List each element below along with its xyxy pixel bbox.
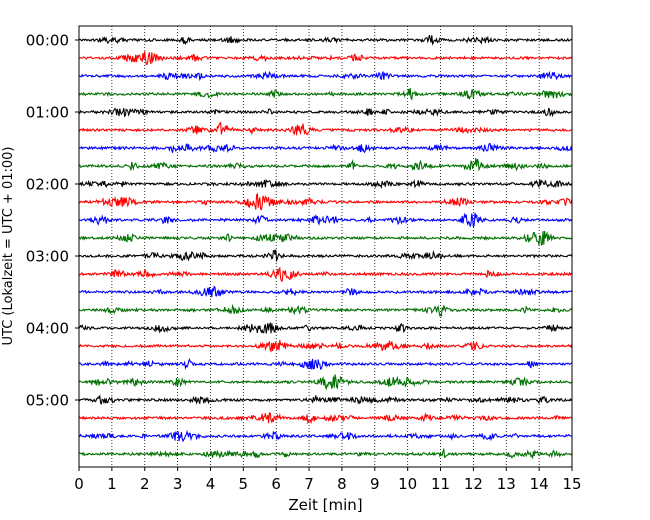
trace-line [78, 393, 573, 405]
trace-line [78, 192, 573, 211]
trace-line [78, 212, 573, 228]
trace-line [78, 142, 573, 154]
trace-line [78, 107, 572, 118]
x-tick-label: 4 [206, 475, 216, 493]
x-tick-label: 7 [304, 475, 314, 493]
y-tick-label: 05:00 [26, 392, 69, 410]
trace-line [78, 70, 572, 82]
trace-line [78, 321, 573, 334]
trace-line [78, 429, 572, 443]
x-tick-label: 12 [464, 475, 483, 493]
x-axis-label: Zeit [min] [288, 496, 362, 514]
trace-line [78, 51, 573, 66]
x-tick-label: 8 [337, 475, 347, 493]
trace-line [78, 447, 573, 460]
trace-line [78, 266, 573, 282]
trace-line [78, 412, 573, 425]
x-tick-label: 11 [431, 475, 450, 493]
y-tick-label: 03:00 [26, 248, 69, 266]
x-tick-label: 6 [271, 475, 281, 493]
x-tick-label: 3 [173, 475, 183, 493]
x-tick-label: 14 [530, 475, 549, 493]
x-tick-label: 15 [562, 475, 581, 493]
trace-line [78, 158, 572, 172]
x-tick-label: 2 [140, 475, 150, 493]
y-axis-ticks: 00:00 01:00 02:00 03:00 04:00 05:00 [26, 32, 79, 410]
trace-line [78, 34, 573, 46]
x-tick-label: 0 [74, 475, 84, 493]
y-tick-label: 00:00 [26, 32, 69, 50]
y-axis-label: UTC (Lokalzeit = UTC + 01:00) [1, 147, 16, 346]
trace-line [78, 178, 573, 190]
trace-line [78, 249, 573, 263]
y-tick-label: 04:00 [26, 320, 69, 338]
x-axis-ticks: 0 1 2 3 4 5 6 7 8 9 10 11 12 13 14 15 [74, 467, 582, 493]
trace-line [78, 303, 573, 317]
x-tick-label: 10 [398, 475, 417, 493]
x-tick-label: 13 [497, 475, 516, 493]
trace-line [78, 339, 573, 353]
trace-line [78, 87, 573, 101]
seismic-traces [78, 34, 573, 460]
y-tick-label: 02:00 [26, 176, 69, 194]
trace-line [78, 230, 572, 246]
x-tick-label: 9 [370, 475, 380, 493]
y-tick-label: 01:00 [26, 104, 69, 122]
trace-line [78, 285, 573, 298]
x-tick-label: 1 [107, 475, 117, 493]
trace-line [78, 358, 573, 371]
x-tick-label: 5 [239, 475, 249, 493]
plot-frame [78, 25, 573, 468]
trace-line [78, 121, 572, 136]
trace-line [78, 374, 573, 391]
